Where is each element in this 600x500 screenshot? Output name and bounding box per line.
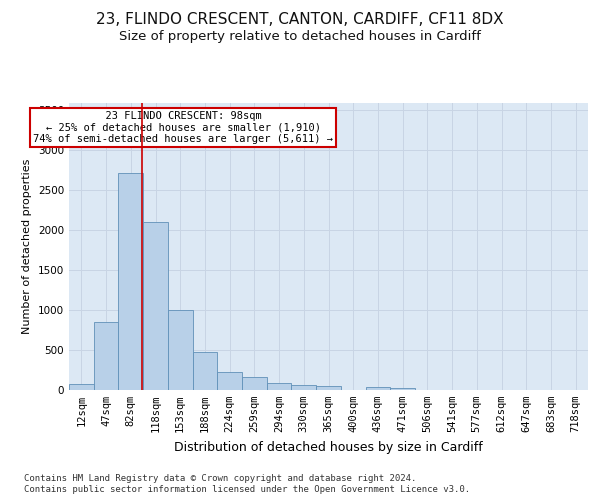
Bar bbox=[94, 322, 118, 390]
Bar bbox=[267, 383, 292, 390]
Bar bbox=[390, 388, 415, 390]
Y-axis label: Number of detached properties: Number of detached properties bbox=[22, 158, 32, 334]
X-axis label: Distribution of detached houses by size in Cardiff: Distribution of detached houses by size … bbox=[174, 440, 483, 454]
Bar bbox=[316, 386, 341, 390]
Text: 23 FLINDO CRESCENT: 98sqm  
← 25% of detached houses are smaller (1,910)
74% of : 23 FLINDO CRESCENT: 98sqm ← 25% of detac… bbox=[33, 111, 333, 144]
Bar bbox=[69, 384, 94, 390]
Bar bbox=[143, 222, 168, 390]
Bar bbox=[118, 173, 143, 390]
Bar bbox=[242, 377, 267, 390]
Bar bbox=[365, 387, 390, 390]
Bar bbox=[217, 372, 242, 390]
Text: Contains public sector information licensed under the Open Government Licence v3: Contains public sector information licen… bbox=[24, 486, 470, 494]
Bar bbox=[193, 352, 217, 390]
Text: 23, FLINDO CRESCENT, CANTON, CARDIFF, CF11 8DX: 23, FLINDO CRESCENT, CANTON, CARDIFF, CF… bbox=[96, 12, 504, 28]
Text: Size of property relative to detached houses in Cardiff: Size of property relative to detached ho… bbox=[119, 30, 481, 43]
Text: Contains HM Land Registry data © Crown copyright and database right 2024.: Contains HM Land Registry data © Crown c… bbox=[24, 474, 416, 483]
Bar bbox=[292, 385, 316, 390]
Bar bbox=[168, 310, 193, 390]
